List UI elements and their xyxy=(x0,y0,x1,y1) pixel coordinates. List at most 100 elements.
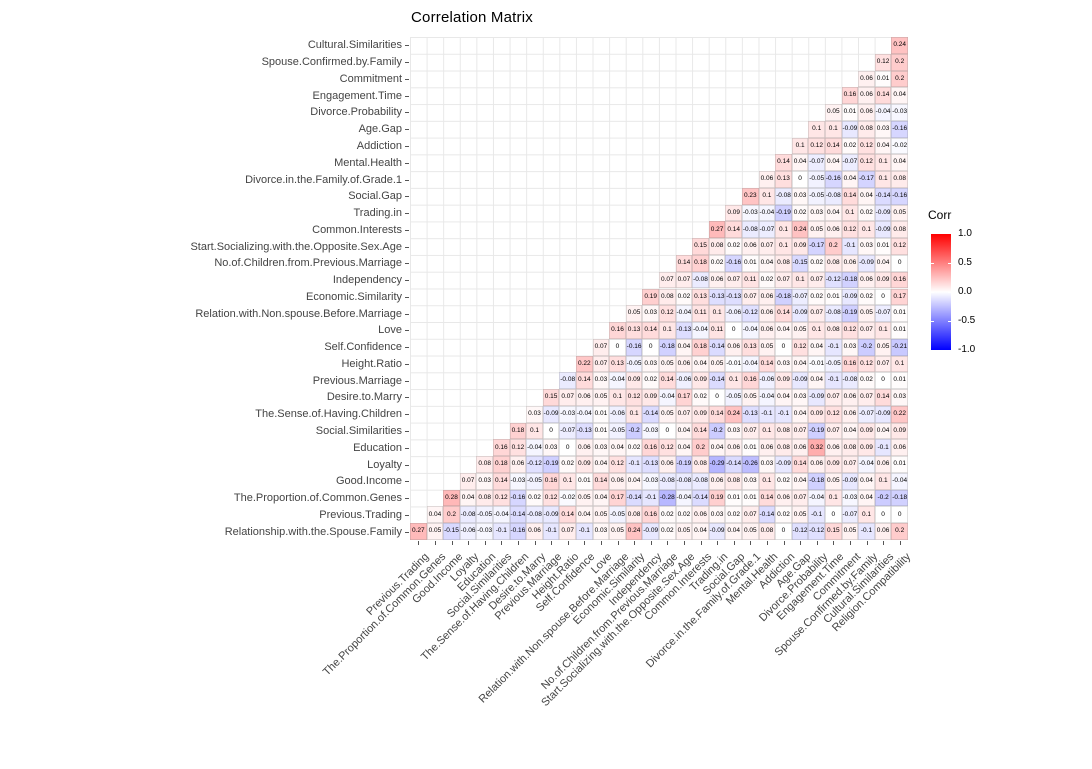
matrix-cell: 0.04 xyxy=(675,422,693,440)
matrix-cell: 0.01 xyxy=(891,372,908,390)
matrix-cell: -0.16 xyxy=(625,338,643,356)
matrix-cell: 0.03 xyxy=(725,422,742,440)
cell-value: 0.1 xyxy=(778,242,788,250)
chart-panel: 0.24 0.12 0.2 0.06 0.01 0.2 0.16 0.06 0.14 0.04 0.… xyxy=(410,37,908,540)
cell-value: 0 xyxy=(881,510,885,518)
cell-value: 0.07 xyxy=(793,493,807,501)
x-axis-tick xyxy=(418,541,420,545)
matrix-cell: 0.12 xyxy=(858,355,875,373)
x-axis-tick xyxy=(667,541,669,545)
cell-value: 0.09 xyxy=(810,409,824,417)
matrix-cell: 0.04 xyxy=(592,456,610,473)
cell-value: -0.1 xyxy=(877,443,889,451)
cell-value: 0.06 xyxy=(743,242,757,250)
matrix-cell: 0.1 xyxy=(625,405,643,423)
matrix-cell: -0.04 xyxy=(808,489,825,507)
matrix-cell: 0.14 xyxy=(692,422,709,440)
cell-value: 0.06 xyxy=(843,259,857,267)
matrix-cell: 0.04 xyxy=(858,187,875,205)
cell-value: -0.04 xyxy=(742,359,758,367)
cell-value: -0.07 xyxy=(792,292,808,300)
matrix-cell: 0.05 xyxy=(825,472,842,490)
matrix-cell: 0.05 xyxy=(675,523,693,540)
matrix-cell: -0.02 xyxy=(891,137,908,155)
cell-value: 0.12 xyxy=(494,493,508,501)
cell-value: -0.18 xyxy=(892,493,908,501)
matrix-cell: 0.08 xyxy=(858,120,875,138)
cell-value: 0 xyxy=(665,426,670,434)
matrix-cell: 0.08 xyxy=(891,171,908,188)
matrix-cell: -0.28 xyxy=(659,489,676,507)
y-axis-tick xyxy=(405,95,409,97)
cell-value: -0.12 xyxy=(809,527,825,535)
y-axis-tick xyxy=(405,330,409,332)
cell-value: 0.12 xyxy=(511,443,525,451)
cell-value: 0.04 xyxy=(627,477,641,485)
matrix-cell: 0.02 xyxy=(559,456,576,473)
cell-value: -0.09 xyxy=(792,376,808,384)
matrix-cell: 0.05 xyxy=(609,523,626,540)
matrix-cell: 0 xyxy=(874,372,892,390)
cell-value: -0.14 xyxy=(726,460,742,468)
matrix-cell: 0.07 xyxy=(808,305,825,323)
cell-value: -0.08 xyxy=(742,225,758,233)
cell-value: 0.1 xyxy=(762,192,772,200)
cell-value: -0.21 xyxy=(892,342,908,350)
matrix-cell: 0.22 xyxy=(576,355,593,373)
matrix-cell: -0.16 xyxy=(509,489,527,507)
cell-value: 0.12 xyxy=(627,393,641,401)
matrix-cell: 0.09 xyxy=(625,372,643,390)
matrix-cell: -0.04 xyxy=(576,405,593,423)
matrix-cell: 0.02 xyxy=(758,271,776,289)
matrix-cell: 0.06 xyxy=(825,439,842,457)
cell-value: 0.06 xyxy=(843,393,857,401)
cell-value: 0.05 xyxy=(826,108,840,116)
matrix-cell: -0.07 xyxy=(841,154,859,172)
cell-value: -0.09 xyxy=(875,409,891,417)
cell-value: 0.07 xyxy=(826,393,840,401)
cell-value: 0.14 xyxy=(677,259,691,267)
matrix-cell: 0.06 xyxy=(858,104,875,121)
cell-value: -0.12 xyxy=(527,460,542,468)
matrix-cell: 0.08 xyxy=(891,221,908,239)
matrix-cell: -0.15 xyxy=(791,254,809,272)
matrix-cell: -0.04 xyxy=(692,322,709,339)
matrix-cell: 0.14 xyxy=(874,389,892,406)
cell-value: 0.08 xyxy=(826,326,840,334)
cell-value: 0.04 xyxy=(843,426,857,434)
matrix-cell: -0.08 xyxy=(825,305,842,323)
matrix-cell: 0.2 xyxy=(825,238,842,255)
matrix-cell: -0.13 xyxy=(708,288,726,306)
matrix-cell: 0.1 xyxy=(725,372,742,390)
matrix-cell: 0.07 xyxy=(592,355,610,373)
matrix-cell: 0.04 xyxy=(725,523,742,540)
cell-value: 0.03 xyxy=(810,208,824,216)
matrix-cell: -0.1 xyxy=(825,372,842,390)
matrix-cell: 0 xyxy=(775,338,792,356)
matrix-cell: 0.03 xyxy=(791,389,809,406)
cell-value: -0.08 xyxy=(460,510,476,518)
cell-value: 0.04 xyxy=(677,443,691,451)
cell-value: -0.09 xyxy=(643,527,659,535)
matrix-cell: 0.03 xyxy=(592,372,610,390)
matrix-cell: 0.04 xyxy=(808,338,825,356)
matrix-cell: -0.29 xyxy=(708,456,726,473)
cell-value: 0.28 xyxy=(445,493,458,501)
cell-value: 0.07 xyxy=(743,292,757,300)
cell-value: -0.09 xyxy=(842,477,858,485)
cell-value: 0.02 xyxy=(694,393,707,401)
cell-value: 0.02 xyxy=(528,493,541,501)
matrix-cell: 0.1 xyxy=(874,154,892,172)
matrix-cell: -0.09 xyxy=(808,389,825,406)
matrix-cell: 0.09 xyxy=(692,372,709,390)
x-axis-tick xyxy=(866,541,868,545)
matrix-cell: -0.04 xyxy=(742,322,759,339)
matrix-cell: 0 xyxy=(891,254,908,272)
matrix-cell: 0.02 xyxy=(708,254,726,272)
matrix-cell: 0.05 xyxy=(825,104,842,121)
matrix-cell: 0.28 xyxy=(443,489,460,507)
cell-value: 0.1 xyxy=(878,175,888,183)
cell-value: -0.16 xyxy=(510,527,526,535)
cell-value: 0.06 xyxy=(860,108,873,116)
cell-value: -0.26 xyxy=(742,460,758,468)
